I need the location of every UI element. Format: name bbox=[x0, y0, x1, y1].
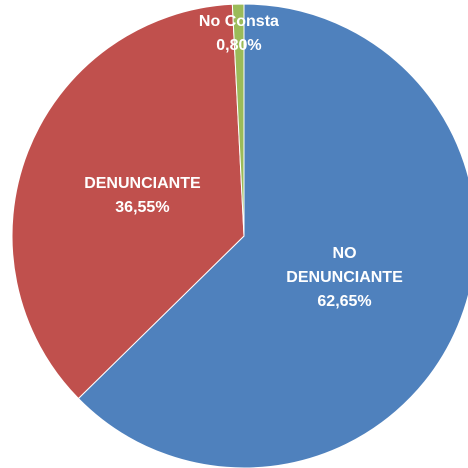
slice-label: NO DENUNCIANTE 62,65% bbox=[270, 242, 420, 314]
slice bbox=[77, 3, 468, 468]
category-label: NO DENUNCIANTE bbox=[286, 245, 403, 287]
slice-label: DENUNCIANTE 36,55% bbox=[67, 172, 217, 220]
value-label: 36,55% bbox=[115, 199, 170, 217]
category-label: No Consta bbox=[198, 13, 279, 31]
value-label: 0,80% bbox=[216, 37, 262, 55]
category-label: DENUNCIANTE bbox=[84, 175, 201, 193]
value-label: 62,65% bbox=[317, 293, 372, 311]
slice-label: No Consta 0,80% bbox=[164, 10, 314, 58]
slice bbox=[11, 3, 245, 400]
slice bbox=[231, 3, 245, 237]
